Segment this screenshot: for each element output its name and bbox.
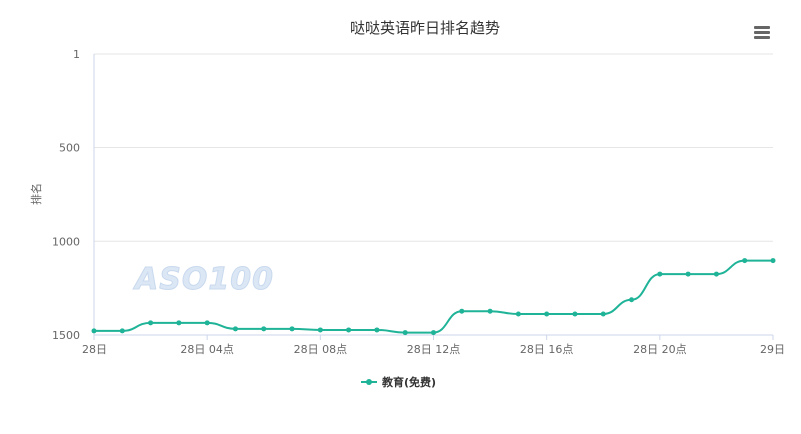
data-point[interactable] <box>515 311 521 317</box>
data-point[interactable] <box>487 308 493 314</box>
x-tick-label: 28日 16点 <box>520 343 574 356</box>
data-point[interactable] <box>148 320 154 326</box>
chart-legend[interactable]: 教育(免费) <box>361 375 436 389</box>
y-tick-label: 1500 <box>52 329 80 342</box>
data-point[interactable] <box>374 327 380 333</box>
data-point[interactable] <box>91 328 97 334</box>
data-point[interactable] <box>176 320 182 326</box>
x-tick-label: 28日 <box>82 343 107 356</box>
hamburger-menu-icon[interactable] <box>750 21 774 43</box>
legend-label: 教育(免费) <box>381 375 436 389</box>
data-point[interactable] <box>572 311 578 317</box>
data-point[interactable] <box>431 330 436 336</box>
legend-marker-icon <box>366 379 372 385</box>
data-point[interactable] <box>289 326 295 332</box>
data-point[interactable] <box>713 271 719 277</box>
data-point[interactable] <box>232 326 238 332</box>
x-tick-label: 29日 <box>760 343 785 356</box>
data-point[interactable] <box>119 328 125 334</box>
data-point[interactable] <box>685 271 691 277</box>
y-tick-label: 1000 <box>52 235 80 248</box>
x-tick-label: 28日 12点 <box>407 343 461 356</box>
x-tick-label: 28日 08点 <box>294 343 348 356</box>
y-axis-label: 排名 <box>29 183 43 205</box>
data-point[interactable] <box>742 258 748 264</box>
data-point[interactable] <box>600 311 606 317</box>
data-point[interactable] <box>770 258 776 264</box>
y-tick-label: 500 <box>59 142 80 155</box>
data-point[interactable] <box>629 297 635 303</box>
data-point[interactable] <box>317 327 323 333</box>
series-layer <box>91 258 776 336</box>
y-tick-label: 1 <box>73 48 80 61</box>
data-point[interactable] <box>402 330 408 336</box>
chart-title: 哒哒英语昨日排名趋势 <box>350 19 500 37</box>
data-point[interactable] <box>261 326 267 332</box>
x-tick-label: 28日 04点 <box>180 343 234 356</box>
data-point[interactable] <box>204 320 210 326</box>
data-point[interactable] <box>459 308 465 314</box>
x-tick-label: 28日 20点 <box>633 343 687 356</box>
data-point[interactable] <box>346 327 352 333</box>
data-point[interactable] <box>544 311 550 317</box>
data-point[interactable] <box>657 271 663 277</box>
aso100-watermark: ASO100 <box>133 262 274 297</box>
